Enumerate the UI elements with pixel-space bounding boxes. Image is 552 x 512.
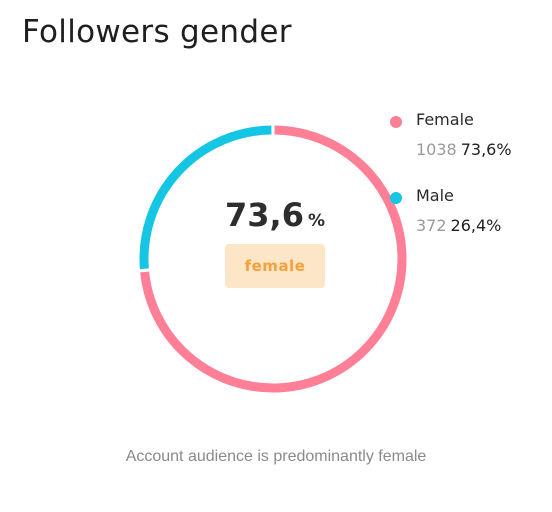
center-value: 73,6%	[215, 196, 335, 234]
male-legend-dot	[390, 192, 402, 204]
center-percent-value: 73,6	[225, 196, 304, 234]
dominant-gender-badge: female	[225, 244, 325, 288]
legend-label-male: Male	[416, 186, 454, 205]
legend-percent-male: 26,4%	[450, 216, 502, 235]
legend-stats-female: 1038 73,6%	[416, 140, 512, 159]
center-percent-unit: %	[307, 211, 325, 231]
donut-slice-male	[139, 125, 272, 270]
legend-percent-female: 73,6%	[460, 140, 512, 159]
donut-slice-female	[140, 125, 407, 393]
legend-label-female: Female	[416, 110, 474, 129]
legend-count-female: 1038	[416, 140, 457, 159]
female-legend-dot	[390, 116, 402, 128]
legend-stats-male: 372 26,4%	[416, 216, 501, 235]
audience-summary-caption: Account audience is predominantly female	[125, 448, 427, 465]
page-title: Followers gender	[22, 14, 292, 50]
legend-count-male: 372	[416, 216, 447, 235]
